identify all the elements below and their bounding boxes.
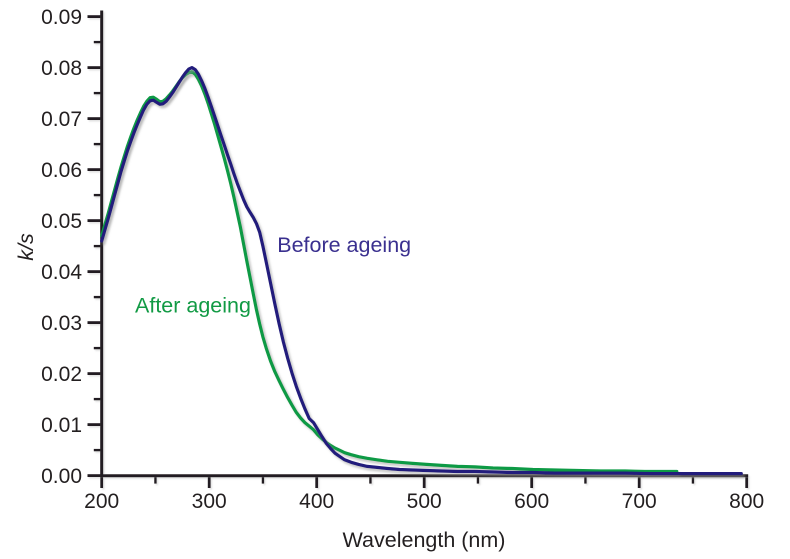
x-tick-label-700: 700 [622, 490, 657, 513]
axis-tick-labels: 200 300 400 500 600 700 800 0.00 0.01 0.02 0.03 0.0… [41, 6, 764, 513]
axes [87, 10, 749, 488]
x-tick-label-600: 600 [514, 490, 549, 513]
x-tick-label-400: 400 [299, 490, 334, 513]
y-tick-label-0.01: 0.01 [41, 414, 82, 437]
y-tick-label-0.03: 0.03 [41, 312, 82, 335]
y-tick-label-0: 0.00 [41, 465, 82, 488]
y-tick-label-0.08: 0.08 [41, 57, 82, 80]
x-axis-title: Wavelength (nm) [343, 528, 506, 552]
series-label-after-ageing: After ageing [135, 293, 251, 317]
y-tick-label-0.02: 0.02 [41, 363, 82, 386]
x-tick-label-500: 500 [407, 490, 442, 513]
y-tick-label-0.06: 0.06 [41, 159, 82, 182]
x-tick-label-300: 300 [192, 490, 227, 513]
y-tick-label-0.07: 0.07 [41, 108, 82, 131]
curve-after-ageing [100, 70, 679, 474]
x-tick-label-200: 200 [84, 490, 119, 513]
y-tick-label-0.05: 0.05 [41, 210, 82, 233]
curves [100, 66, 743, 476]
series-label-before-ageing: Before ageing [277, 233, 411, 257]
y-axis-title: k/s [14, 233, 38, 261]
x-tick-label-800: 800 [729, 490, 764, 513]
y-tick-label-0.04: 0.04 [41, 261, 82, 284]
y-tick-label-0.09: 0.09 [41, 6, 82, 29]
curve-before-ageing [100, 66, 743, 476]
